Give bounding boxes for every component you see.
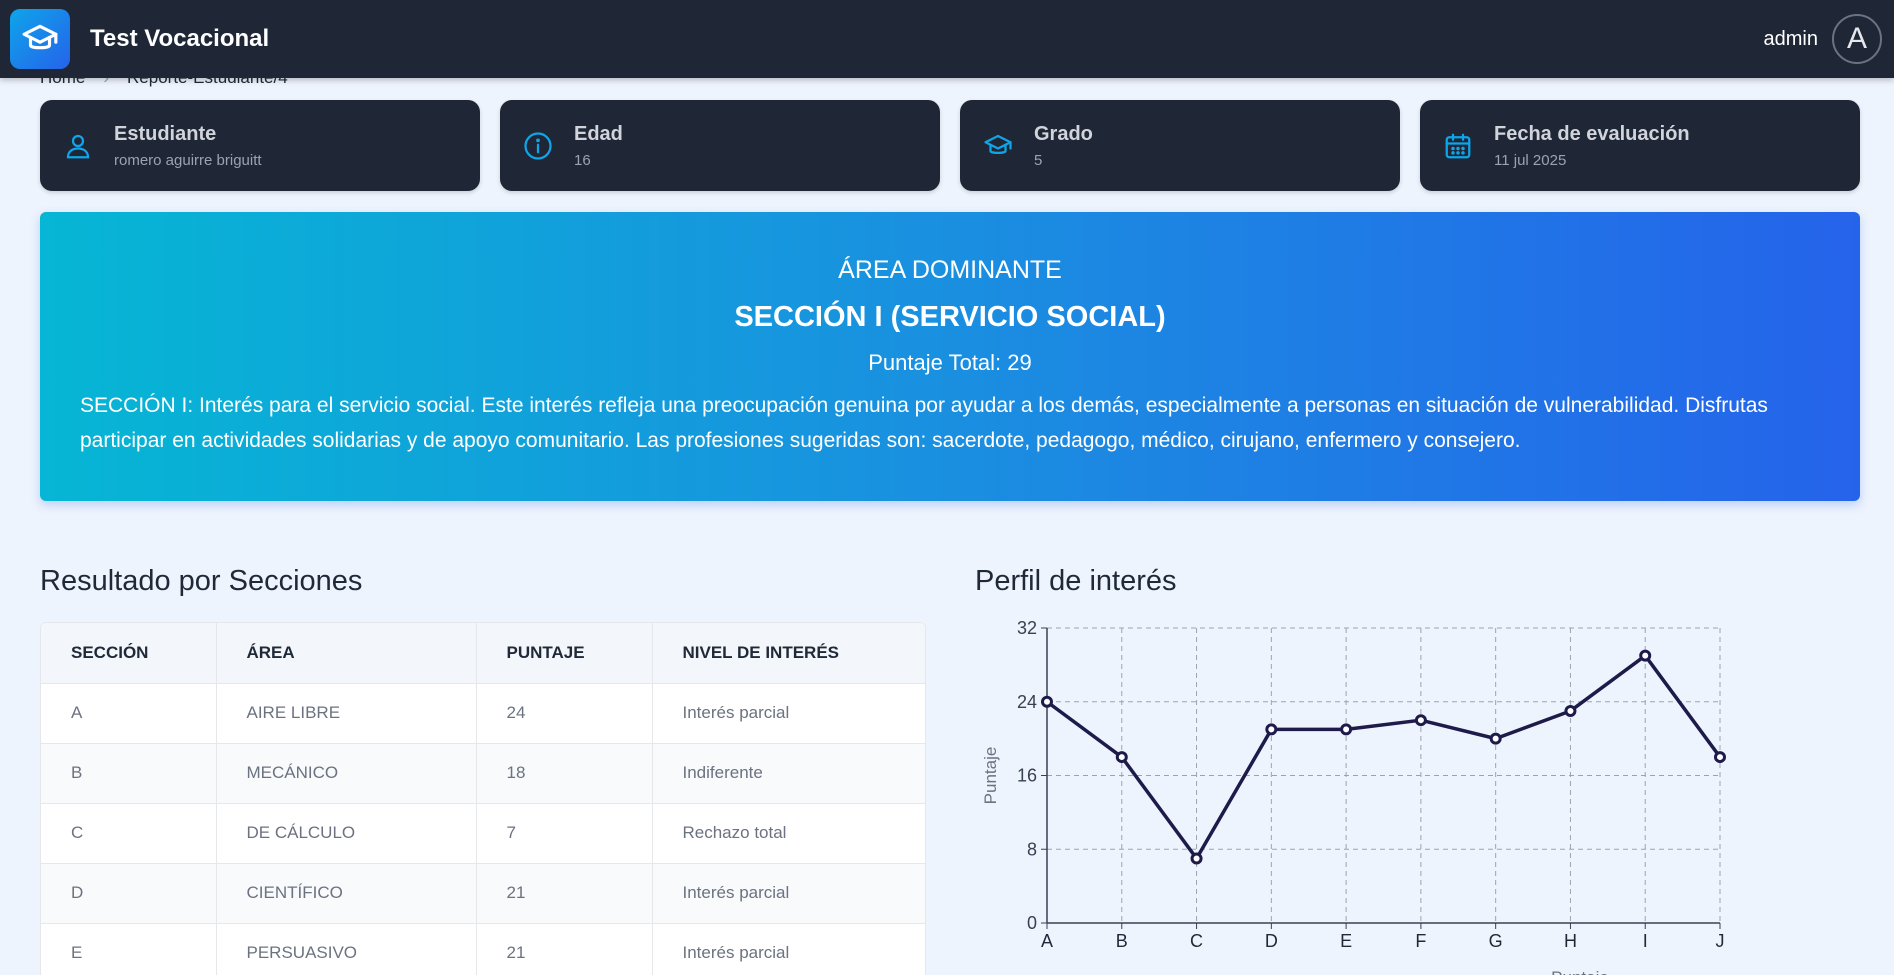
data-point (1564, 704, 1577, 717)
top-navbar: Test Vocacional admin A (0, 0, 1894, 78)
graduation-cap-icon (982, 130, 1014, 162)
table-cell: Indiferente (651, 743, 925, 804)
dominant-section: SECCIÓN I (SERVICIO SOCIAL) (734, 301, 1166, 333)
age-card: Edad 16 (500, 100, 940, 191)
data-point (1190, 852, 1203, 865)
app-title: Test Vocacional (90, 25, 270, 52)
results-table: SECCIÓN ÁREA PUNTAJE NIVEL DE INTERÉS A … (40, 622, 926, 975)
y-tick-label: 16 (1017, 766, 1037, 786)
dominant-score: Puntaje Total: 29 (868, 350, 1032, 375)
table-cell: AIRE LIBRE (215, 683, 476, 744)
card-title: Estudiante (114, 122, 217, 145)
table-row: E PERSUASIVO 21 Interés parcial (41, 923, 925, 975)
table-cell: D (41, 863, 216, 924)
x-tick-label: H (1564, 931, 1577, 951)
table-cell: C (41, 803, 216, 864)
x-tick-label: A (1041, 931, 1053, 951)
table-cell: 21 (475, 923, 652, 975)
user-name: admin (1763, 27, 1818, 50)
data-point (1489, 732, 1502, 745)
graduation-cap-icon (10, 9, 70, 69)
table-row: D CIENTÍFICO 21 Interés parcial (41, 863, 925, 924)
date-card: Fecha de evaluación 11 jul 2025 (1420, 100, 1860, 191)
table-cell: Interés parcial (651, 863, 925, 924)
table-row: B MECÁNICO 18 Indiferente (41, 743, 925, 804)
column-header: ÁREA (215, 623, 476, 684)
column-header: NIVEL DE INTERÉS (651, 623, 925, 684)
profile-title: Perfil de interés (975, 565, 1177, 597)
table-row: A AIRE LIBRE 24 Interés parcial (41, 683, 925, 744)
data-point (1340, 723, 1353, 736)
y-tick-label: 8 (1027, 839, 1037, 859)
table-cell: Interés parcial (651, 683, 925, 744)
interest-profile-chart: 0 8 16 24 32 A B C D E F G H I J Puntaje Puntaje (975, 615, 1735, 975)
column-header: PUNTAJE (475, 623, 652, 684)
x-tick-label: F (1415, 931, 1426, 951)
user-menu[interactable]: admin A (1764, 14, 1884, 64)
card-title: Fecha de evaluación (1494, 122, 1690, 145)
card-value: 11 jul 2025 (1494, 151, 1567, 169)
y-tick-label: 32 (1017, 618, 1037, 638)
table-header-row: SECCIÓN ÁREA PUNTAJE NIVEL DE INTERÉS (41, 623, 925, 684)
data-point (1265, 723, 1278, 736)
x-axis-label: Puntaje (1551, 968, 1609, 975)
results-title: Resultado por Secciones (40, 565, 363, 597)
card-value: 16 (574, 151, 591, 169)
data-point (1414, 714, 1427, 727)
table-cell: 7 (475, 803, 652, 864)
x-tick-label: J (1716, 931, 1725, 951)
y-tick-label: 24 (1017, 692, 1037, 712)
card-value: romero aguirre briguitt (114, 151, 262, 169)
y-axis-label: Puntaje (981, 747, 1000, 805)
table-cell: CIENTÍFICO (215, 863, 476, 924)
student-card: Estudiante romero aguirre briguitt (40, 100, 480, 191)
table-cell: DE CÁLCULO (215, 803, 476, 864)
card-title: Edad (574, 122, 623, 145)
y-tick-label: 0 (1027, 913, 1037, 933)
dominant-description: SECCIÓN I: Interés para el servicio soci… (80, 394, 1768, 452)
column-header: SECCIÓN (41, 623, 216, 684)
table-cell: 21 (475, 863, 652, 924)
table-cell: 24 (475, 683, 652, 744)
dominant-label: ÁREA DOMINANTE (838, 256, 1062, 284)
data-point (1041, 695, 1053, 708)
table-row: C DE CÁLCULO 7 Rechazo total (41, 803, 925, 864)
x-tick-label: C (1190, 931, 1203, 951)
x-tick-label: D (1265, 931, 1278, 951)
info-icon (522, 130, 554, 162)
table-cell: E (41, 923, 216, 975)
line-chart: 0 8 16 24 32 A B C D E F G H I J Puntaje Puntaje (981, 618, 1726, 975)
info-cards: Estudiante romero aguirre briguitt Edad … (40, 100, 1860, 191)
x-tick-label: I (1643, 931, 1648, 951)
grade-card: Grado 5 (960, 100, 1400, 191)
table-cell: PERSUASIVO (215, 923, 476, 975)
x-tick-label: B (1116, 931, 1128, 951)
x-tick-label: E (1340, 931, 1352, 951)
table-cell: Interés parcial (651, 923, 925, 975)
brand[interactable]: Test Vocacional (10, 9, 269, 69)
card-title: Grado (1034, 122, 1093, 145)
calendar-icon (1442, 130, 1474, 162)
dominant-area-banner: ÁREA DOMINANTE SECCIÓN I (SERVICIO SOCIA… (40, 212, 1860, 501)
table-cell: A (41, 683, 216, 744)
series-line (1045, 653, 1722, 861)
table-cell: 18 (475, 743, 652, 804)
table-cell: Rechazo total (651, 803, 925, 864)
avatar[interactable]: A (1832, 14, 1882, 64)
x-tick-label: G (1489, 931, 1503, 951)
table-cell: B (41, 743, 216, 804)
data-point (1115, 751, 1128, 764)
data-point (1639, 649, 1652, 662)
card-value: 5 (1034, 151, 1043, 169)
table-cell: MECÁNICO (215, 743, 476, 804)
data-point (1714, 751, 1726, 764)
user-icon (62, 130, 94, 162)
